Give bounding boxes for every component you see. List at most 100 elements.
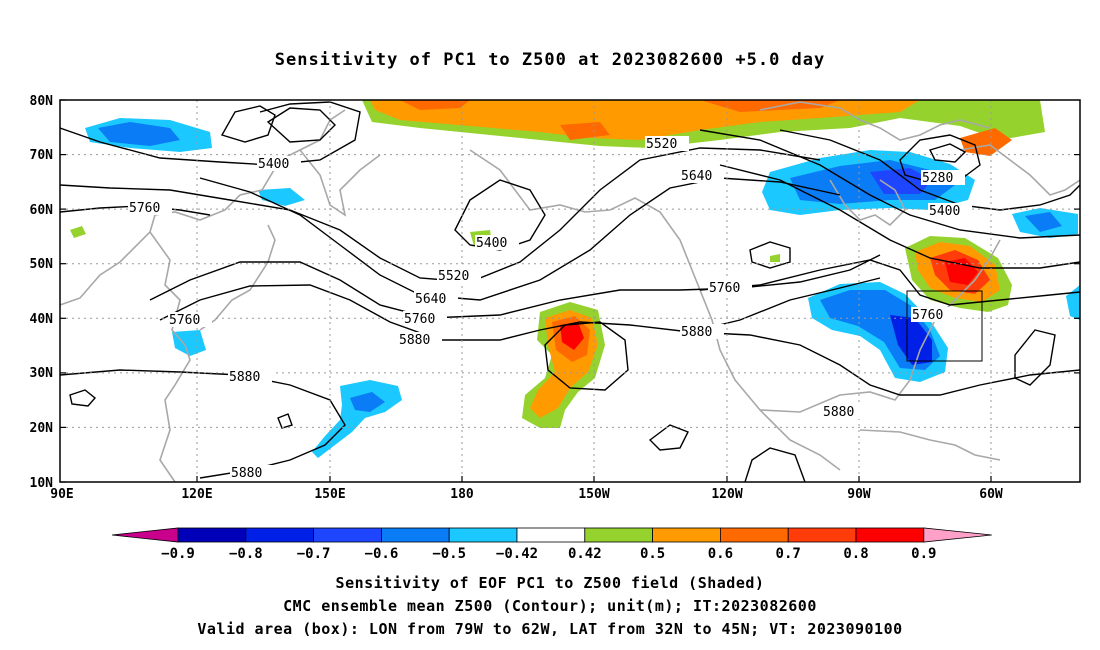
lat-label: 60N (30, 203, 54, 218)
axis-ticks (60, 99, 1080, 483)
contour-5760-east (699, 259, 1080, 306)
coast-greenland (959, 144, 1080, 196)
coast-japan (199, 224, 276, 331)
lat-label: 70N (30, 148, 54, 163)
contour-5880-mid (159, 277, 881, 341)
map-area (60, 100, 1080, 482)
colorbar-swatch (652, 527, 721, 543)
svg-text:5520: 5520 (646, 137, 677, 152)
contour-5520-east (699, 129, 1080, 239)
contour-5880-high-a (544, 321, 629, 391)
coastlines (60, 101, 1080, 482)
svg-text:5880: 5880 (399, 333, 430, 348)
colorbar-swatch (448, 527, 518, 543)
positive-region-arctic-core (400, 100, 840, 140)
colorbar-swatch (177, 527, 247, 543)
svg-text:5400: 5400 (929, 204, 960, 219)
svg-text:5760: 5760 (404, 312, 435, 327)
contour-label: 5520 (437, 268, 481, 284)
lat-label: 20N (30, 421, 54, 436)
svg-text:5400: 5400 (258, 157, 289, 172)
coast-asia-east (60, 109, 346, 306)
contour-5400-low-a (60, 101, 361, 166)
lat-label: 30N (30, 366, 54, 381)
lon-label: 150E (314, 487, 345, 502)
lon-label: 60W (979, 487, 1003, 502)
contour-5640-east (719, 164, 1080, 269)
colorbar-label: 0.9 (911, 546, 936, 562)
contour-5880-small-b (277, 413, 293, 429)
contour-5880-east (689, 331, 1080, 396)
colorbar: −0.9 −0.8 −0.7 −0.6 −0.5 −0.42 0.42 0.5 0.6 0.7 0.… (111, 527, 992, 562)
colorbar-label: 0.5 (640, 546, 665, 562)
colorbar-swatch (584, 527, 653, 543)
svg-text:5280: 5280 (922, 171, 953, 186)
lat-label: 10N (30, 476, 54, 491)
contour-label: 5760 (168, 312, 212, 328)
contour-label: 5760 (403, 311, 447, 327)
footer-line-2: CMC ensemble mean Z500 (Contour); unit(m… (283, 597, 817, 615)
positive-region-greenland (960, 128, 1012, 156)
plot-title: Sensitivity of PC1 to Z500 at 2023082600… (274, 50, 826, 70)
colorbar-low-end (111, 527, 179, 543)
coast-na-gulf (759, 239, 1001, 413)
svg-text:5400: 5400 (476, 236, 507, 251)
contour-labels: 5400 5760 5520 5640 5400 5280 5400 5520 … (128, 136, 972, 481)
colorbar-label: −0.42 (496, 546, 538, 562)
lon-label: 150W (578, 487, 609, 502)
negative-region-labrador-core (1025, 212, 1062, 232)
colorbar-high-end (923, 527, 992, 543)
colorbar-label: −0.6 (365, 546, 399, 562)
svg-text:5880: 5880 (229, 370, 260, 385)
coast-korea-china (149, 231, 191, 482)
positive-region-arctic-orange (370, 100, 920, 140)
lon-label: 90W (847, 487, 871, 502)
contour-5520-low-mid (266, 107, 336, 143)
colorbar-swatch (720, 527, 789, 543)
svg-text:5760: 5760 (709, 281, 740, 296)
positive-region-eastcoast-max (945, 258, 978, 285)
svg-text:5880: 5880 (231, 466, 262, 481)
contour-label: 5880 (680, 324, 724, 340)
negative-region-eastcoast-max (890, 315, 932, 365)
map-frame (59, 99, 1081, 483)
contour-5880-sw (60, 369, 346, 479)
contour-label: 5880 (398, 332, 442, 348)
contour-5760-mid (149, 254, 881, 319)
contour-label: 5400 (475, 235, 519, 251)
contour-5880-south (744, 447, 806, 482)
contour-label: 5400 (257, 156, 301, 172)
valid-area-box (906, 290, 983, 362)
colorbar-swatch (516, 527, 586, 543)
positive-region-pacific-max (560, 322, 584, 350)
colorbar-swatch (787, 527, 857, 543)
coast-alaska (469, 149, 691, 266)
negative-region-siberia-core (98, 122, 180, 146)
svg-text:5760: 5760 (169, 313, 200, 328)
contour-label: 5760 (708, 280, 752, 296)
svg-text:5760: 5760 (129, 201, 160, 216)
colorbar-label: −0.8 (229, 546, 263, 562)
contour-5520-low-west (220, 105, 276, 143)
lon-label: 90E (50, 487, 73, 502)
contour-label: 5880 (822, 404, 866, 420)
contour-label: 5640 (680, 168, 724, 184)
colorbar-label: −0.9 (161, 546, 195, 562)
lat-label: 50N (30, 257, 54, 272)
coast-hudson-bay (829, 179, 906, 227)
contour-5880-small-c (648, 424, 689, 451)
contour-label: 5760 (128, 200, 172, 216)
contour-5280-low (899, 134, 981, 183)
contour-label: 5520 (645, 136, 689, 152)
lon-label: 180 (450, 487, 474, 502)
svg-text:5880: 5880 (681, 325, 712, 340)
colorbar-label: 0.7 (776, 546, 801, 562)
colorbar-label: −0.5 (432, 546, 466, 562)
colorbar-swatch (313, 527, 382, 543)
contour-label: 5400 (928, 203, 972, 219)
coast-arctic-islands (759, 101, 991, 141)
contour-5280-inner (929, 143, 967, 163)
contour-5880-small-d (1014, 329, 1056, 386)
colorbar-swatch (245, 527, 315, 543)
